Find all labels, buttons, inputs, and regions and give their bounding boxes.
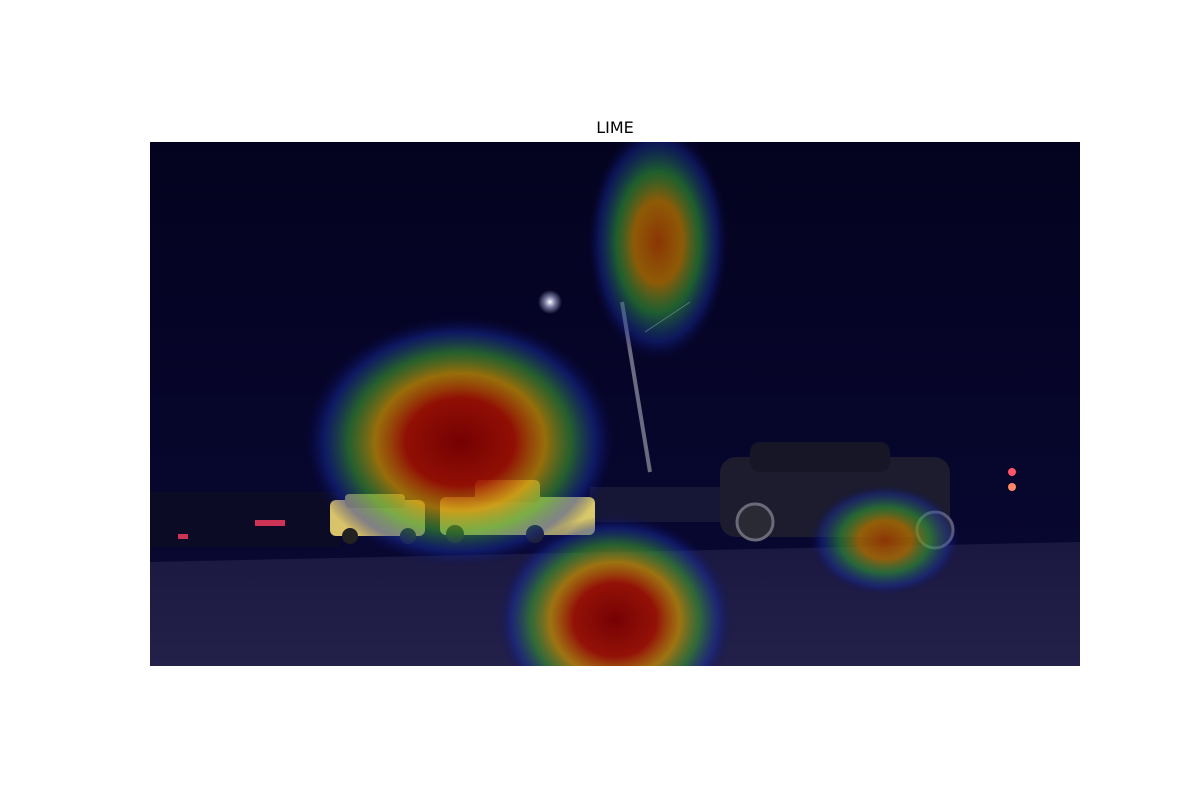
lime-heatmap-image xyxy=(150,142,1080,666)
traffic-light-icon xyxy=(1008,468,1016,476)
figure-title: LIME xyxy=(596,118,634,137)
street-lamp-icon xyxy=(538,290,562,314)
tail-lights xyxy=(178,534,188,539)
heatmap-svg xyxy=(150,142,1080,666)
heat-region-bottom xyxy=(497,515,733,666)
traffic-light-icon xyxy=(1008,483,1016,491)
tail-lights xyxy=(255,520,285,526)
heat-region-right xyxy=(810,485,960,595)
heat-region-center-left xyxy=(305,317,615,567)
heat-region-top xyxy=(588,142,728,360)
